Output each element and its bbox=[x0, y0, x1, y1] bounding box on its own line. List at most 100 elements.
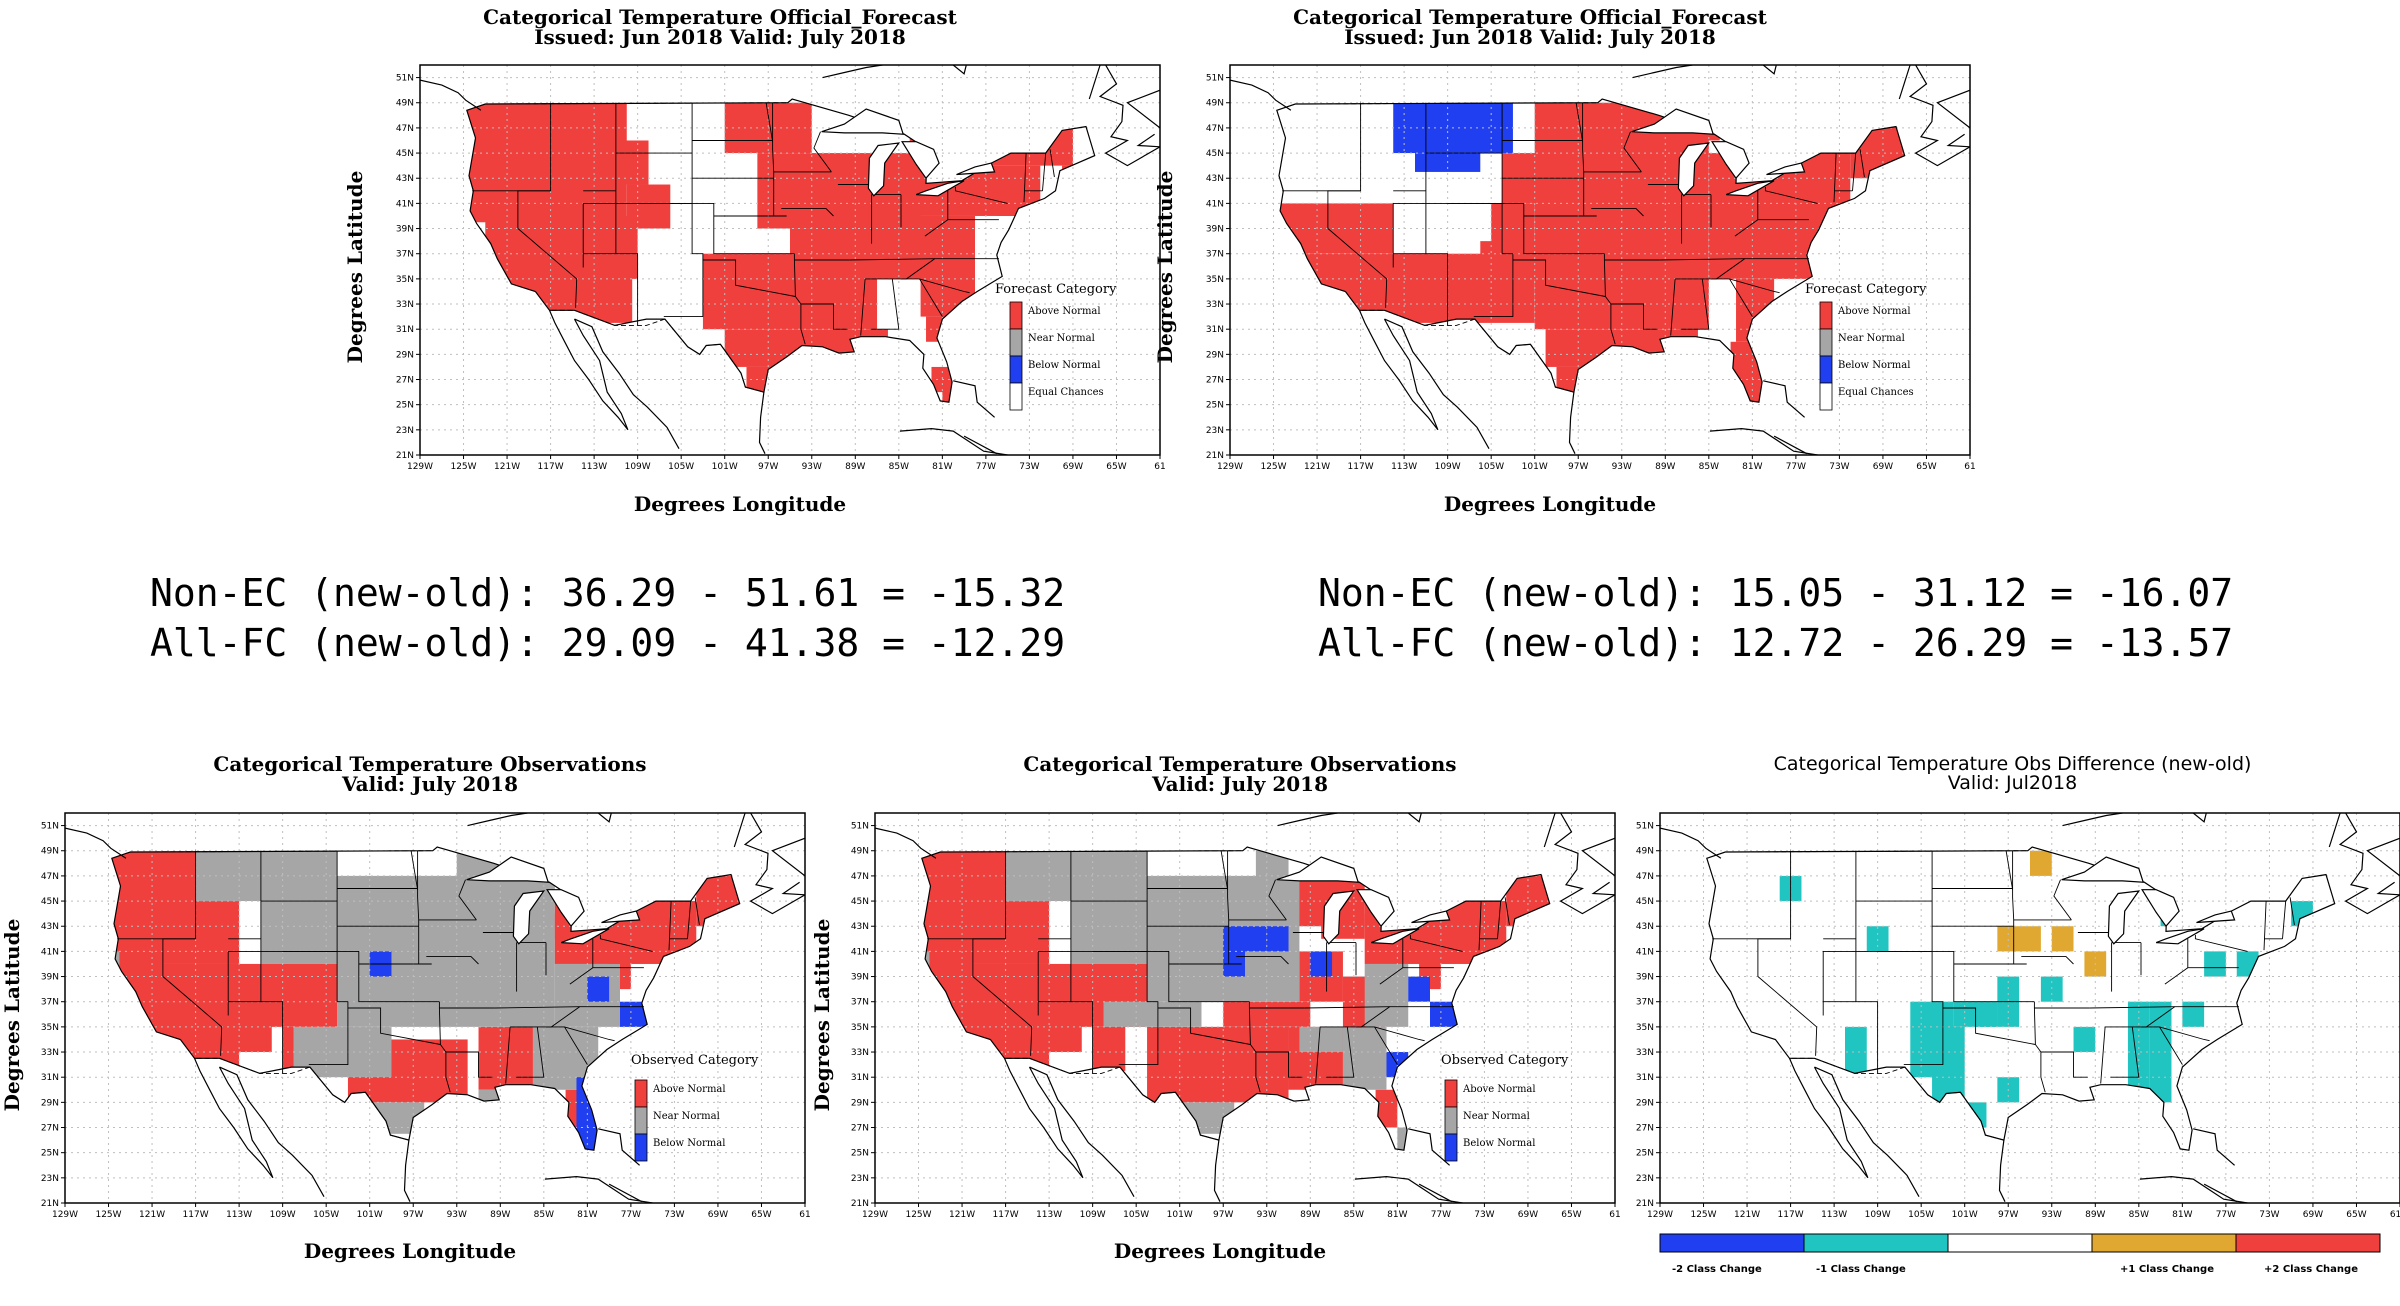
lon-tick-label: 101W bbox=[357, 1210, 383, 1220]
great-lake bbox=[2196, 910, 2236, 924]
lat-tick-label: 51N bbox=[396, 74, 414, 84]
forecast-map-right: 21N 23N 25N 27N 29N 31N 33N 35N 37N 39N 41N 43N 45N 4… bbox=[1206, 64, 1976, 472]
great-lake bbox=[1631, 108, 1715, 135]
lat-tick-label: 25N bbox=[851, 1149, 869, 1159]
great-lake bbox=[1766, 162, 1806, 176]
state-border bbox=[1374, 1026, 1425, 1042]
state-border bbox=[1447, 202, 1605, 255]
state-border bbox=[1942, 1007, 2036, 1045]
state-border bbox=[1255, 1051, 1303, 1078]
observation-panel-left: Categorical Temperature Observations Val… bbox=[0, 748, 820, 1278]
lat-tick-label: 51N bbox=[1636, 822, 1654, 832]
coastline bbox=[1946, 133, 1970, 148]
great-lake bbox=[601, 910, 641, 924]
grid-cell-near bbox=[195, 850, 338, 902]
state-border bbox=[1603, 253, 1616, 345]
lat-tick-label: 35N bbox=[1636, 1023, 1654, 1033]
coastline bbox=[1898, 65, 1911, 100]
state-border bbox=[687, 901, 692, 939]
coastline bbox=[2139, 1175, 2248, 1203]
lon-tick-label: 77W bbox=[621, 1210, 641, 1220]
lon-tick-label: 65W bbox=[1106, 462, 1126, 472]
grid-cell-near bbox=[1070, 901, 1148, 964]
coastline bbox=[1418, 1183, 1453, 1203]
state-border bbox=[1157, 1007, 1251, 1045]
country-border bbox=[940, 850, 1243, 853]
plot-frame bbox=[419, 64, 1161, 456]
state-border bbox=[1304, 1006, 1390, 1009]
lat-tick-label: 31N bbox=[1206, 325, 1224, 335]
state-border bbox=[765, 102, 774, 142]
colorbar-label: -2 Class Change bbox=[1672, 1264, 1762, 1275]
state-border bbox=[1379, 967, 1404, 985]
lon-tick-label: 81W bbox=[577, 1210, 597, 1220]
colorbar-label: +2 Class Change bbox=[2264, 1264, 2358, 1275]
legend-label: Near Normal bbox=[1028, 333, 1095, 344]
lon-tick-label: 73W bbox=[1019, 462, 1039, 472]
lon-tick-label: 85W bbox=[1699, 462, 1719, 472]
country-border bbox=[130, 850, 433, 853]
state-border bbox=[2159, 1026, 2210, 1042]
lon-tick-label: 129W bbox=[407, 462, 433, 472]
stats-right-line2: All-FC (new-old): 12.72 - 26.29 = -13.57 bbox=[1318, 621, 2234, 665]
legend-label: Below Normal bbox=[1028, 360, 1100, 371]
lat-tick-label: 23N bbox=[1206, 426, 1224, 436]
state-border bbox=[1734, 219, 1759, 237]
state-border bbox=[1042, 153, 1047, 191]
state-border bbox=[347, 1007, 441, 1045]
state-border bbox=[569, 967, 594, 985]
grid-cell-below bbox=[1245, 926, 1267, 952]
lat-tick-label: 29N bbox=[1206, 350, 1224, 360]
observation-panel-middle: Categorical Temperature Observations Val… bbox=[810, 748, 1630, 1278]
lat-tick-label: 39N bbox=[396, 225, 414, 235]
state-border bbox=[417, 850, 420, 964]
coastline bbox=[1553, 813, 1615, 915]
grid-cell-minus1 bbox=[1866, 926, 1889, 952]
great-lake bbox=[466, 856, 550, 883]
state-border bbox=[260, 951, 284, 1074]
state-border bbox=[494, 1006, 580, 1009]
y-axis-label: Degrees Latitude bbox=[343, 170, 367, 364]
lon-tick-label: 97W bbox=[758, 462, 778, 472]
country-border bbox=[1904, 1066, 2005, 1141]
coastline bbox=[2338, 813, 2400, 915]
grid-cell-above bbox=[1375, 1089, 1398, 1128]
lon-tick-label: 77W bbox=[1786, 462, 1806, 472]
state-border bbox=[1852, 153, 1857, 191]
legend-title: Observed Category bbox=[631, 1053, 759, 1068]
state-border bbox=[2012, 850, 2015, 964]
coastline bbox=[1098, 65, 1160, 167]
coastline bbox=[1136, 133, 1160, 148]
lat-tick-label: 45N bbox=[396, 149, 414, 159]
lon-tick-label: 117W bbox=[1348, 462, 1374, 472]
lat-tick-label: 23N bbox=[396, 426, 414, 436]
grid-cell-minus1 bbox=[2040, 976, 2063, 1002]
legend-swatch-equal bbox=[1009, 382, 1023, 411]
lon-tick-label: 105W bbox=[313, 1210, 339, 1220]
lon-tick-label: 93W bbox=[1257, 1210, 1277, 1220]
lon-tick-label: 73W bbox=[2259, 1210, 2279, 1220]
lat-tick-label: 39N bbox=[41, 973, 59, 983]
legend-label: Near Normal bbox=[1463, 1111, 1530, 1122]
lon-tick-label: 89W bbox=[1655, 462, 1675, 472]
lon-tick-label: 73W bbox=[664, 1210, 684, 1220]
lon-tick-label: 109W bbox=[1865, 1210, 1891, 1220]
coastline bbox=[899, 427, 1008, 455]
lat-tick-label: 37N bbox=[1206, 250, 1224, 260]
state-border bbox=[2005, 850, 2014, 890]
coastline bbox=[1788, 1058, 1869, 1179]
country-border bbox=[485, 102, 788, 105]
lon-tick-label: 81W bbox=[2172, 1210, 2192, 1220]
legend-swatch-near bbox=[1444, 1106, 1458, 1135]
state-border bbox=[1248, 1001, 1261, 1093]
state-border bbox=[2263, 901, 2267, 951]
lat-tick-label: 25N bbox=[1206, 401, 1224, 411]
lat-tick-label: 35N bbox=[396, 275, 414, 285]
coastline bbox=[1568, 392, 1576, 454]
coastline bbox=[2376, 881, 2400, 896]
state-border bbox=[2289, 897, 2295, 926]
state-border bbox=[615, 203, 639, 326]
state-border bbox=[813, 131, 832, 173]
lat-tick-label: 33N bbox=[851, 1048, 869, 1058]
lon-tick-label: 97W bbox=[1568, 462, 1588, 472]
